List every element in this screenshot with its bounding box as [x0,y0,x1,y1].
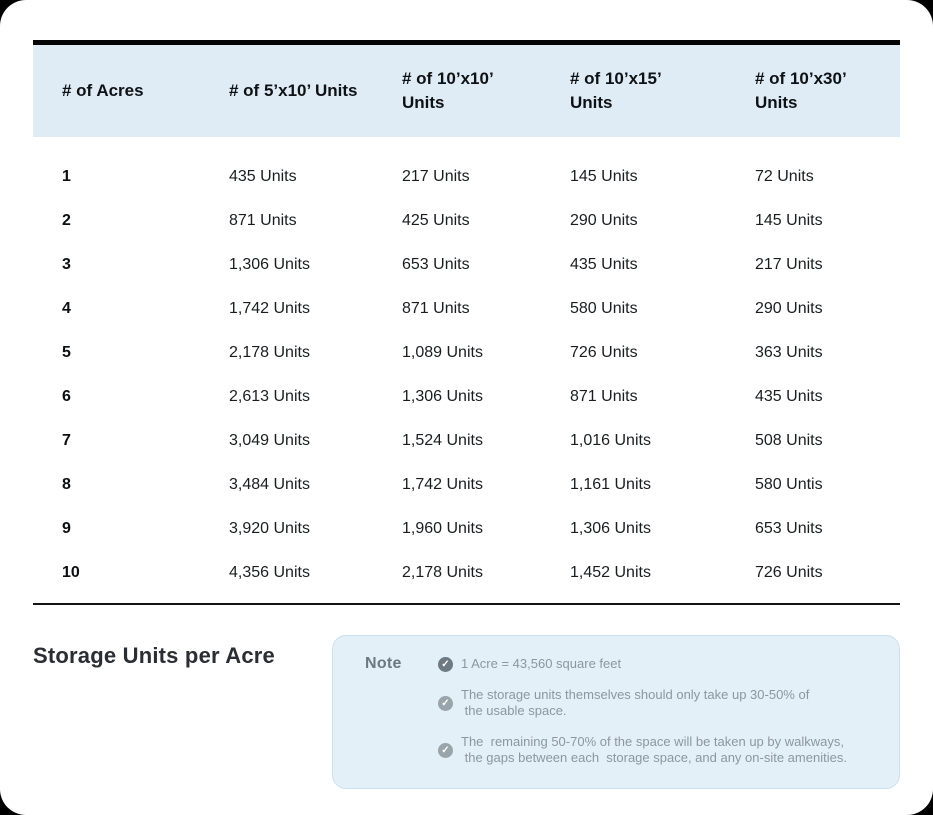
units-10x30-cell: 290 Units [755,300,823,317]
table-row: 10 4,356 Units 2,178 Units 1,452 Units 7… [33,551,900,595]
note-item: ✓ The remaining 50-70% of the space will… [438,734,871,766]
note-line: the gaps between each storage space, and… [461,750,847,765]
col-header-acres: # of Acres [62,81,144,100]
units-10x30-cell: 435 Units [755,388,823,405]
table-row: 4 1,742 Units 871 Units 580 Units 290 Un… [33,287,900,331]
note-item: ✓ 1 Acre = 43,560 square feet [438,656,871,672]
footer-section: Storage Units per Acre Note ✓ 1 Acre = 4… [33,635,900,789]
col-header-10x15: # of 10’x15’ Units [570,69,661,112]
acres-cell: 8 [62,476,71,493]
col-header-5x10: # of 5’x10’ Units [229,81,358,100]
units-5x10-cell: 4,356 Units [229,564,310,581]
units-5x10-cell: 871 Units [229,212,297,229]
units-10x10-cell: 1,742 Units [402,476,483,493]
note-line: The remaining 50-70% of the space will b… [461,734,844,749]
acres-cell: 6 [62,388,71,405]
table-row: 2 871 Units 425 Units 290 Units 145 Unit… [33,199,900,243]
table-row: 1 435 Units 217 Units 145 Units 72 Units [33,155,900,199]
units-10x15-cell: 145 Units [570,168,638,185]
table-body: 1 435 Units 217 Units 145 Units 72 Units… [33,155,900,603]
units-10x15-cell: 1,161 Units [570,476,651,493]
units-10x30-cell: 653 Units [755,520,823,537]
units-10x10-cell: 1,306 Units [402,388,483,405]
units-10x10-cell: 1,089 Units [402,344,483,361]
units-5x10-cell: 3,484 Units [229,476,310,493]
units-5x10-cell: 3,049 Units [229,432,310,449]
units-10x15-cell: 1,306 Units [570,520,651,537]
units-10x30-cell: 726 Units [755,564,823,581]
note-item-text: The storage units themselves should only… [461,687,809,719]
note-item: ✓ The storage units themselves should on… [438,687,871,719]
table-row: 5 2,178 Units 1,089 Units 726 Units 363 … [33,331,900,375]
acres-cell: 10 [62,564,80,581]
units-10x30-cell: 508 Units [755,432,823,449]
col-header-10x30: # of 10’x30’ Units [755,69,846,112]
note-line: the usable space. [461,703,567,718]
acres-cell: 3 [62,256,71,273]
acres-cell: 1 [62,168,71,185]
units-10x30-cell: 217 Units [755,256,823,273]
note-item-text: 1 Acre = 43,560 square feet [461,656,621,672]
check-circle-icon: ✓ [438,656,453,672]
acres-cell: 2 [62,212,71,229]
note-line: The storage units themselves should only… [461,687,810,702]
col-header-10x10: # of 10’x10’ Units [402,69,493,112]
units-10x10-cell: 871 Units [402,300,470,317]
acres-cell: 7 [62,432,71,449]
units-10x30-cell: 72 Units [755,168,814,185]
units-10x30-cell: 363 Units [755,344,823,361]
table-row: 6 2,613 Units 1,306 Units 871 Units 435 … [33,375,900,419]
units-5x10-cell: 435 Units [229,168,297,185]
units-10x15-cell: 290 Units [570,212,638,229]
check-circle-icon: ✓ [438,695,453,711]
acres-cell: 5 [62,344,71,361]
units-10x15-cell: 871 Units [570,388,638,405]
table-row: 3 1,306 Units 653 Units 435 Units 217 Un… [33,243,900,287]
table-header-row: # of Acres # of 5’x10’ Units # of 10’x10… [33,45,900,137]
units-10x30-cell: 145 Units [755,212,823,229]
units-10x10-cell: 425 Units [402,212,470,229]
note-items: ✓ 1 Acre = 43,560 square feet ✓ The stor… [438,656,871,766]
units-10x15-cell: 1,452 Units [570,564,651,581]
units-10x15-cell: 580 Units [570,300,638,317]
note-label: Note [365,655,402,672]
note-line: 1 Acre = 43,560 square feet [461,656,622,671]
units-5x10-cell: 2,613 Units [229,388,310,405]
table-row: 8 3,484 Units 1,742 Units 1,161 Units 58… [33,463,900,507]
page-title: Storage Units per Acre [33,643,275,668]
table-row: 9 3,920 Units 1,960 Units 1,306 Units 65… [33,507,900,551]
acres-cell: 4 [62,300,71,317]
units-10x10-cell: 1,960 Units [402,520,483,537]
units-5x10-cell: 1,306 Units [229,256,310,273]
units-10x10-cell: 217 Units [402,168,470,185]
note-item-text: The remaining 50-70% of the space will b… [461,734,847,766]
units-10x10-cell: 1,524 Units [402,432,483,449]
units-10x30-cell: 580 Untis [755,476,823,493]
units-10x15-cell: 435 Units [570,256,638,273]
acres-cell: 9 [62,520,71,537]
units-10x10-cell: 653 Units [402,256,470,273]
units-5x10-cell: 1,742 Units [229,300,310,317]
note-callout: Note ✓ 1 Acre = 43,560 square feet ✓ The… [332,635,900,789]
units-5x10-cell: 3,920 Units [229,520,310,537]
units-10x15-cell: 726 Units [570,344,638,361]
check-circle-icon: ✓ [438,742,453,758]
units-5x10-cell: 2,178 Units [229,344,310,361]
units-10x15-cell: 1,016 Units [570,432,651,449]
units-10x10-cell: 2,178 Units [402,564,483,581]
storage-units-table: # of Acres # of 5’x10’ Units # of 10’x10… [33,40,900,605]
table-row: 7 3,049 Units 1,524 Units 1,016 Units 50… [33,419,900,463]
